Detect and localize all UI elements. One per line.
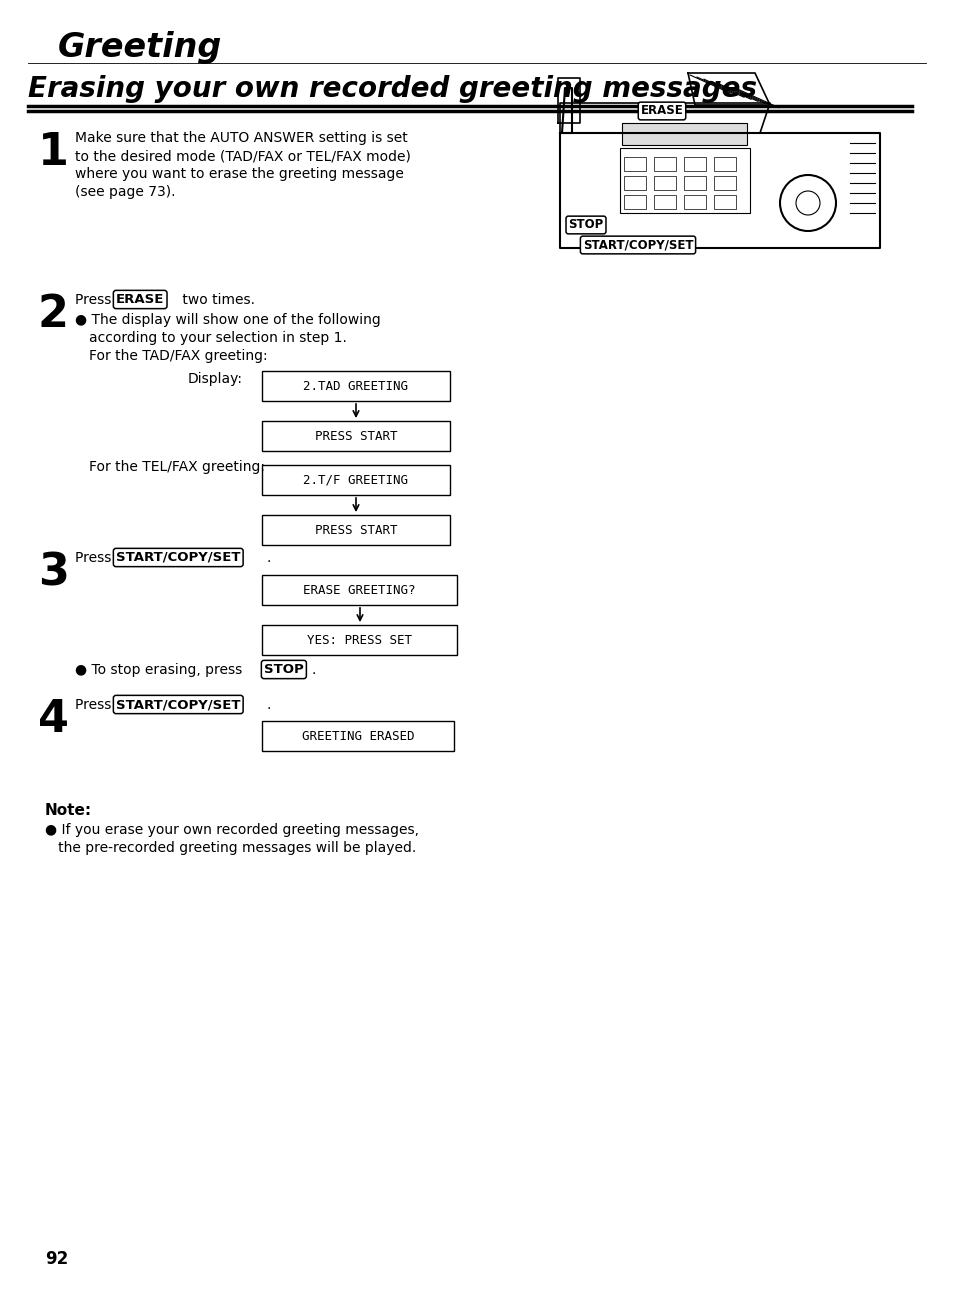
Text: (see page 73).: (see page 73). (75, 185, 175, 199)
Bar (262, 421, 450, 451)
Text: Make sure that the AUTO ANSWER setting is set: Make sure that the AUTO ANSWER setting i… (75, 132, 407, 145)
Text: START/COPY/SET: START/COPY/SET (116, 698, 240, 711)
Bar (654, 195, 676, 208)
Bar (262, 575, 456, 605)
Text: 2.T/F GREETING: 2.T/F GREETING (303, 473, 408, 486)
Text: 1: 1 (38, 132, 69, 175)
Text: 92: 92 (45, 1250, 69, 1268)
Text: ERASE: ERASE (640, 104, 682, 117)
Text: where you want to erase the greeting message: where you want to erase the greeting mes… (75, 167, 403, 181)
Text: 3: 3 (38, 551, 69, 594)
Text: ● The display will show one of the following: ● The display will show one of the follo… (75, 313, 380, 327)
Bar (654, 176, 676, 190)
Bar (262, 465, 450, 495)
Text: START/COPY/SET: START/COPY/SET (582, 238, 693, 251)
Bar (262, 625, 456, 655)
Bar (623, 176, 645, 190)
Bar (683, 176, 705, 190)
Bar (619, 149, 749, 212)
Text: ● To stop erasing, press: ● To stop erasing, press (75, 663, 247, 678)
Text: For the TAD/FAX greeting:: For the TAD/FAX greeting: (89, 349, 268, 364)
Bar (623, 156, 645, 171)
Bar (621, 122, 746, 145)
Bar (262, 371, 450, 401)
Text: Press: Press (75, 698, 115, 711)
Text: .: . (267, 698, 271, 711)
Text: ERASE GREETING?: ERASE GREETING? (303, 584, 416, 597)
Bar (683, 156, 705, 171)
Text: .: . (267, 551, 271, 566)
Bar (713, 156, 735, 171)
Text: STOP: STOP (568, 219, 603, 232)
Bar (654, 156, 676, 171)
Text: .: . (312, 663, 316, 678)
Bar (262, 721, 454, 751)
Text: 2.TAD GREETING: 2.TAD GREETING (303, 379, 408, 392)
Text: Greeting: Greeting (58, 31, 222, 64)
Text: ERASE: ERASE (116, 293, 164, 306)
Bar (262, 515, 450, 545)
Text: according to your selection in step 1.: according to your selection in step 1. (89, 331, 347, 345)
Text: ● If you erase your own recorded greeting messages,: ● If you erase your own recorded greetin… (45, 823, 418, 837)
Text: two times.: two times. (178, 293, 254, 308)
Text: Press: Press (75, 293, 115, 308)
Bar (713, 195, 735, 208)
Text: 4: 4 (38, 698, 69, 741)
Text: YES: PRESS SET: YES: PRESS SET (307, 633, 412, 646)
Text: PRESS START: PRESS START (314, 524, 396, 537)
Bar (683, 195, 705, 208)
Text: Press: Press (75, 551, 115, 566)
Text: STOP: STOP (264, 663, 303, 676)
Bar (713, 176, 735, 190)
Text: Erasing your own recorded greeting messages: Erasing your own recorded greeting messa… (28, 76, 757, 103)
Text: 2: 2 (38, 293, 69, 336)
Text: to the desired mode (TAD/FAX or TEL/FAX mode): to the desired mode (TAD/FAX or TEL/FAX … (75, 149, 411, 163)
Text: START/COPY/SET: START/COPY/SET (116, 551, 240, 564)
Text: For the TEL/FAX greeting:: For the TEL/FAX greeting: (89, 460, 265, 474)
Text: GREETING ERASED: GREETING ERASED (301, 730, 414, 743)
Bar (623, 195, 645, 208)
Text: Display:: Display: (188, 371, 243, 386)
Text: PRESS START: PRESS START (314, 430, 396, 443)
Text: the pre-recorded greeting messages will be played.: the pre-recorded greeting messages will … (45, 840, 416, 855)
Text: Note:: Note: (45, 803, 92, 818)
